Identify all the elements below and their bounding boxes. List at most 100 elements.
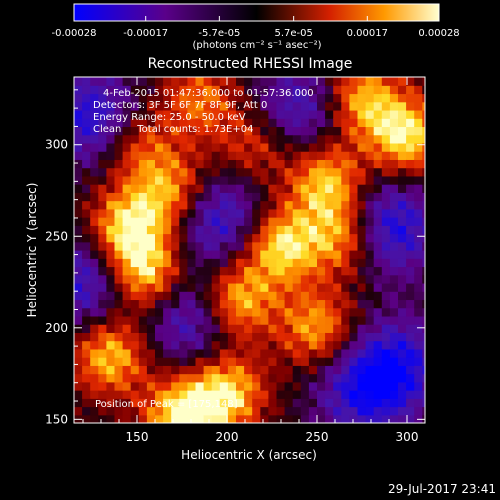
heatmap-cell: [163, 250, 172, 259]
heatmap-cell: [236, 414, 245, 423]
heatmap-cell: [284, 93, 294, 103]
heatmap-cell: [171, 184, 180, 193]
heatmap-cell: [211, 101, 221, 111]
heatmap-cell: [179, 233, 188, 243]
heatmap-cell: [74, 381, 83, 391]
heatmap-cell: [74, 175, 83, 185]
heatmap-cell: [203, 406, 213, 416]
heatmap-cell: [130, 250, 140, 259]
heatmap-cell: [138, 250, 148, 259]
heatmap-cell: [357, 324, 367, 333]
heatmap-cell: [122, 77, 132, 86]
heatmap-cell: [381, 315, 391, 325]
heatmap-cell: [300, 282, 310, 292]
heatmap-cell: [236, 266, 245, 276]
heatmap-cell: [171, 250, 180, 259]
heatmap-cell: [365, 299, 375, 309]
heatmap-cell: [325, 365, 334, 375]
heatmap-cell: [211, 217, 221, 226]
heatmap-cell: [333, 250, 342, 259]
heatmap-cell: [349, 118, 359, 128]
heatmap-cell: [252, 217, 261, 226]
heatmap-cell: [292, 175, 302, 185]
heatmap-cell: [284, 274, 294, 284]
heatmap-cell: [398, 332, 407, 342]
heatmap-cell: [341, 142, 350, 152]
heatmap-cell: [365, 414, 375, 423]
heatmap-cell: [211, 208, 221, 218]
heatmap-cell: [155, 233, 164, 243]
heatmap-cell: [284, 233, 294, 243]
heatmap-cell: [203, 274, 213, 284]
heatmap-cell: [219, 258, 229, 268]
heatmap-cell: [341, 233, 350, 243]
heatmap-cell: [155, 200, 164, 210]
heatmap-cell: [300, 101, 310, 111]
heatmap-cell: [381, 266, 391, 276]
heatmap-cell: [187, 390, 197, 399]
heatmap-cell: [114, 134, 124, 144]
heatmap-cell: [122, 266, 132, 276]
heatmap-cell: [300, 109, 310, 119]
heatmap-cell: [422, 324, 425, 333]
heatmap-cell: [122, 381, 132, 391]
heatmap-cell: [219, 373, 229, 383]
heatmap-cell: [357, 266, 367, 276]
heatmap-cell: [268, 291, 278, 301]
heatmap-cell: [187, 192, 197, 202]
heatmap-cell: [406, 233, 415, 243]
heatmap-cell: [381, 381, 391, 391]
heatmap-cell: [333, 406, 342, 416]
heatmap-cell: [284, 159, 294, 169]
heatmap-cell: [300, 167, 310, 177]
heatmap-cell: [325, 101, 334, 111]
heatmap-cell: [146, 274, 156, 284]
heatmap-cell: [179, 381, 188, 391]
heatmap-cell: [325, 109, 334, 119]
heatmap-cell: [349, 250, 359, 259]
heatmap-cell: [300, 142, 310, 152]
heatmap-cell: [373, 332, 383, 342]
heatmap-cell: [195, 109, 205, 119]
heatmap-cell: [276, 151, 286, 160]
heatmap-cell: [422, 365, 425, 375]
heatmap-cell: [325, 192, 334, 202]
heatmap-cell: [211, 365, 221, 375]
heatmap-cell: [406, 381, 415, 391]
heatmap-cell: [268, 77, 278, 86]
heatmap-cell: [292, 77, 302, 86]
heatmap-cell: [146, 299, 156, 309]
heatmap-cell: [252, 159, 261, 169]
heatmap-cell: [138, 390, 148, 399]
heatmap-cell: [308, 159, 318, 169]
heatmap-cell: [260, 77, 269, 86]
heatmap-cell: [357, 258, 367, 268]
heatmap-cell: [341, 175, 350, 185]
heatmap-cell: [252, 77, 261, 86]
heatmap-cell: [98, 101, 107, 111]
heatmap-cell: [203, 159, 213, 169]
heatmap-cell: [300, 291, 310, 301]
heatmap-cell: [155, 225, 164, 235]
heatmap-cell: [398, 151, 407, 160]
colorbar: [73, 3, 440, 22]
heatmap-cell: [98, 299, 107, 309]
heatmap-cell: [373, 85, 383, 95]
heatmap-cell: [308, 167, 318, 177]
heatmap-cell: [211, 184, 221, 193]
heatmap-cell: [300, 406, 310, 416]
heatmap-cell: [90, 233, 99, 243]
heatmap-cell: [284, 241, 294, 251]
heatmap-cell: [195, 184, 205, 193]
heatmap-cell: [74, 233, 83, 243]
heatmap-cell: [171, 93, 180, 103]
heatmap-cell: [138, 406, 148, 416]
heatmap-cell: [317, 266, 326, 276]
heatmap-cell: [268, 406, 278, 416]
heatmap-cell: [325, 85, 334, 95]
heatmap-cell: [195, 225, 205, 235]
heatmap-cell: [406, 258, 415, 268]
heatmap-cell: [398, 315, 407, 325]
heatmap-cell: [349, 324, 359, 333]
